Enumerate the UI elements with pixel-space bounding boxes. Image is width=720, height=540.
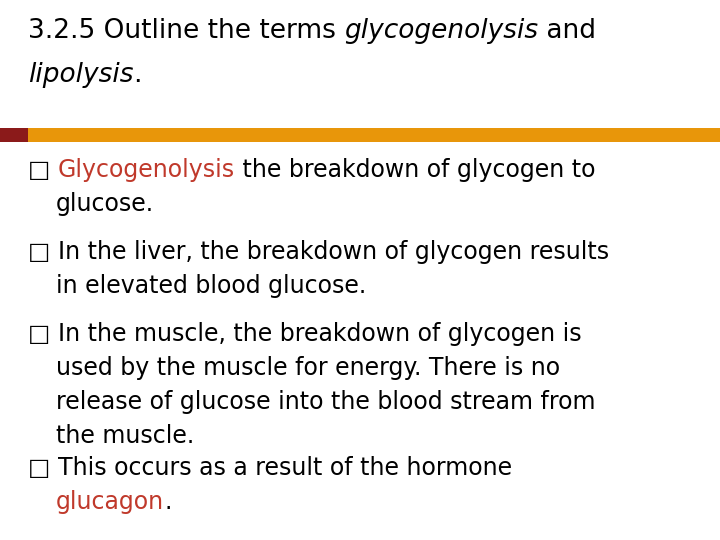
Text: release of glucose into the blood stream from: release of glucose into the blood stream…: [56, 390, 595, 414]
Text: in elevated blood glucose.: in elevated blood glucose.: [56, 274, 366, 298]
Text: .: .: [164, 490, 171, 514]
Text: the breakdown of glycogen to: the breakdown of glycogen to: [235, 158, 595, 182]
Text: the muscle.: the muscle.: [56, 424, 194, 448]
Text: lipolysis: lipolysis: [28, 62, 133, 88]
Text: glycogenolysis: glycogenolysis: [344, 18, 539, 44]
Text: This occurs as a result of the hormone: This occurs as a result of the hormone: [58, 456, 512, 480]
Bar: [28, 128, 720, 142]
Text: and: and: [539, 18, 596, 44]
Text: 3.2.5 Outline the terms: 3.2.5 Outline the terms: [28, 18, 344, 44]
Text: In the muscle, the breakdown of glycogen is: In the muscle, the breakdown of glycogen…: [58, 322, 582, 346]
Text: □: □: [28, 456, 58, 480]
Text: □: □: [28, 240, 58, 264]
Text: In the liver, the breakdown of glycogen results: In the liver, the breakdown of glycogen …: [58, 240, 609, 264]
Text: glucagon: glucagon: [56, 490, 164, 514]
Text: .: .: [133, 62, 142, 88]
Bar: [0, 128, 28, 142]
Text: □: □: [28, 158, 58, 182]
Text: used by the muscle for energy. There is no: used by the muscle for energy. There is …: [56, 356, 560, 380]
Text: □: □: [28, 322, 58, 346]
Text: glucose.: glucose.: [56, 192, 154, 216]
Text: Glycogenolysis: Glycogenolysis: [58, 158, 235, 182]
